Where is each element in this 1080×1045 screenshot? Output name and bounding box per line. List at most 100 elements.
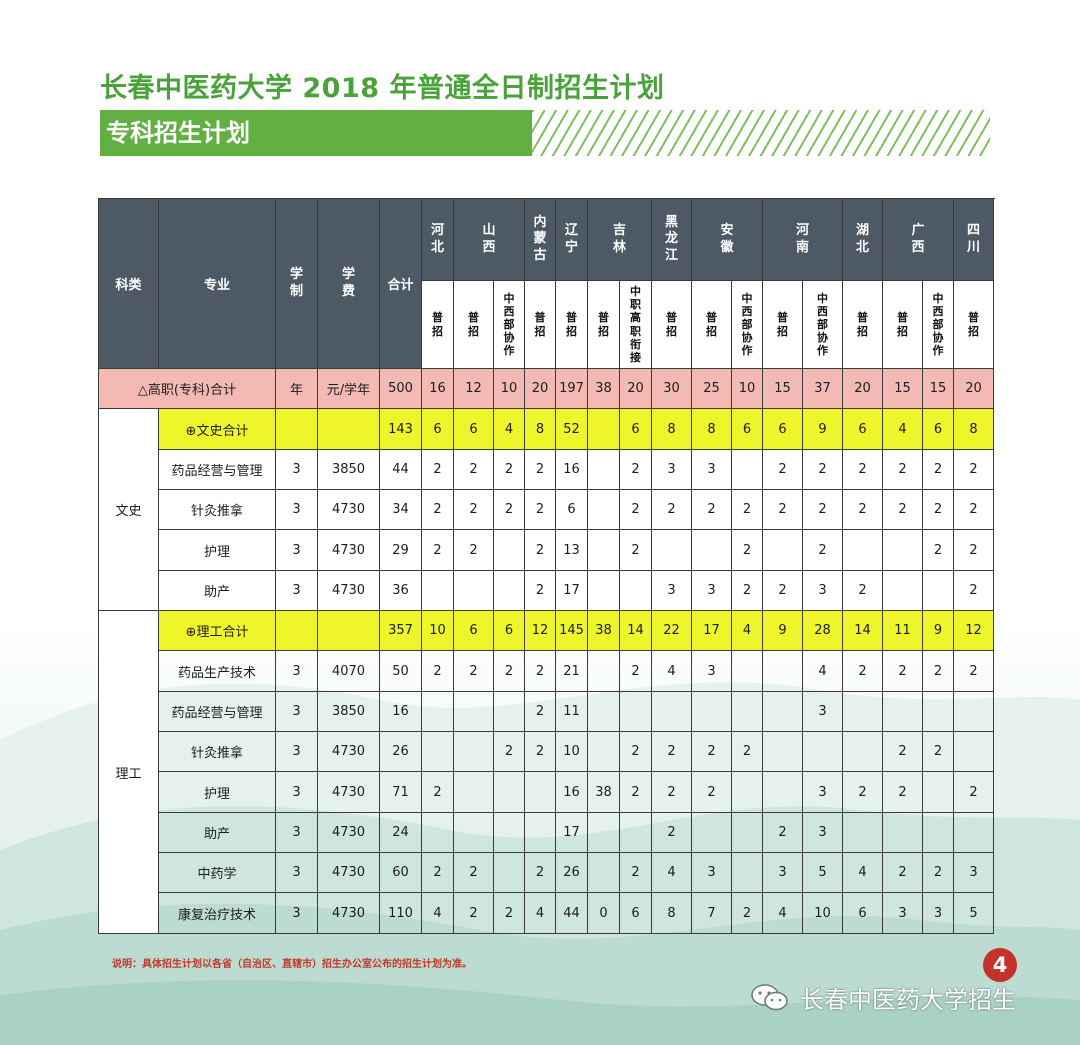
value-cell: 2 [731, 731, 763, 773]
total-cell: 16 [379, 690, 422, 733]
value-cell: 2 [731, 892, 763, 934]
fee-cell: 4730 [317, 529, 380, 571]
fee-unit: 元/学年 [317, 367, 380, 410]
header-province: 河南 [762, 198, 843, 281]
value-cell: 11 [882, 610, 923, 652]
value-cell [587, 489, 620, 531]
table-row: 针灸推拿 3 4730 26 2 2 10 2 2 2 2 2 2 [99, 731, 994, 773]
value-cell: 9 [802, 408, 843, 450]
value-cell [453, 811, 494, 854]
value-cell: 2 [524, 731, 556, 773]
duration-cell: 3 [275, 852, 318, 894]
value-cell: 16 [421, 367, 454, 410]
total-cell: 50 [379, 650, 422, 692]
value-cell: 8 [524, 408, 556, 450]
value-cell [802, 731, 843, 773]
value-cell: 2 [619, 529, 652, 571]
header-total: 合计 [379, 198, 422, 369]
total-cell: 44 [379, 448, 422, 491]
fee-cell [317, 610, 380, 652]
value-cell: 6 [762, 408, 803, 450]
value-cell [524, 811, 556, 854]
value-cell [587, 852, 620, 894]
table-row: 助产 3 4730 24 17 2 2 3 [99, 811, 994, 854]
total-cell: 500 [379, 367, 422, 410]
wechat-icon [751, 983, 788, 1010]
value-cell: 2 [524, 448, 556, 491]
value-cell [587, 529, 620, 571]
value-cell: 2 [493, 650, 525, 692]
value-cell: 2 [421, 771, 454, 813]
value-cell: 4 [421, 892, 454, 934]
value-cell: 20 [953, 367, 994, 410]
value-cell: 4 [802, 650, 843, 692]
banner-hatch-decoration [532, 110, 990, 156]
duration-cell: 3 [275, 731, 318, 773]
value-cell [953, 811, 994, 854]
value-cell [731, 811, 763, 854]
duration-cell: 3 [275, 529, 318, 571]
duration-cell: 3 [275, 811, 318, 854]
value-cell: 3 [651, 569, 692, 612]
header-enrollment-type: 中西部协作 [493, 280, 525, 369]
header-province: 四川 [953, 198, 994, 281]
value-cell [842, 731, 883, 773]
header-enrollment-type: 普招 [953, 280, 994, 369]
major-cell: 护理 [158, 771, 276, 813]
major-cell: 康复治疗技术 [158, 892, 276, 934]
header-enrollment-type: 中职高职衔接 [619, 280, 652, 369]
value-cell: 2 [953, 448, 994, 491]
value-cell: 3 [691, 650, 732, 692]
duration-cell: 3 [275, 690, 318, 733]
duration-cell: 3 [275, 892, 318, 934]
value-cell [619, 569, 652, 612]
value-cell: 37 [802, 367, 843, 410]
fee-cell [317, 408, 380, 450]
value-cell: 12 [524, 610, 556, 652]
fee-cell: 4730 [317, 892, 380, 934]
value-cell: 4 [842, 852, 883, 894]
value-cell [587, 811, 620, 854]
header-enrollment-type: 普招 [524, 280, 556, 369]
subtotal-row: 理工 ⊕理工合计 357 10 6 6 12 145 38 14 22 17 4 9 28 14 11 9 12 [98, 610, 994, 934]
fee-cell: 4730 [317, 731, 380, 773]
value-cell: 197 [555, 367, 588, 410]
value-cell: 17 [555, 569, 588, 612]
value-cell [731, 771, 763, 813]
total-cell: 71 [379, 771, 422, 813]
value-cell: 2 [691, 771, 732, 813]
value-cell [691, 690, 732, 733]
header-label: 河南 [796, 223, 810, 255]
value-cell: 2 [762, 448, 803, 491]
value-cell: 2 [453, 489, 494, 531]
duration-cell: 3 [275, 448, 318, 491]
header-label: 吉林 [613, 223, 627, 255]
fee-cell: 4070 [317, 650, 380, 692]
fee-cell: 4730 [317, 569, 380, 612]
value-cell [619, 811, 652, 854]
value-cell: 2 [691, 489, 732, 531]
value-cell: 2 [842, 650, 883, 692]
value-cell: 38 [587, 367, 620, 410]
header-label: 普招 [432, 311, 443, 338]
duration-cell: 3 [275, 489, 318, 531]
value-cell: 2 [453, 448, 494, 491]
header-enrollment-type: 普招 [762, 280, 803, 369]
value-cell [882, 569, 923, 612]
value-cell: 2 [691, 731, 732, 773]
value-cell: 6 [493, 610, 525, 652]
value-cell: 2 [882, 489, 923, 531]
value-cell: 2 [953, 771, 994, 813]
header-duration: 学制 [275, 198, 318, 369]
header-label: 学费 [342, 267, 356, 299]
value-cell: 2 [619, 731, 652, 773]
value-cell: 3 [802, 811, 843, 854]
value-cell: 20 [524, 367, 556, 410]
value-cell: 2 [922, 489, 954, 531]
value-cell: 2 [802, 489, 843, 531]
value-cell: 6 [619, 408, 652, 450]
value-cell: 2 [953, 650, 994, 692]
value-cell: 2 [453, 650, 494, 692]
value-cell: 2 [922, 529, 954, 571]
value-cell: 6 [922, 408, 954, 450]
